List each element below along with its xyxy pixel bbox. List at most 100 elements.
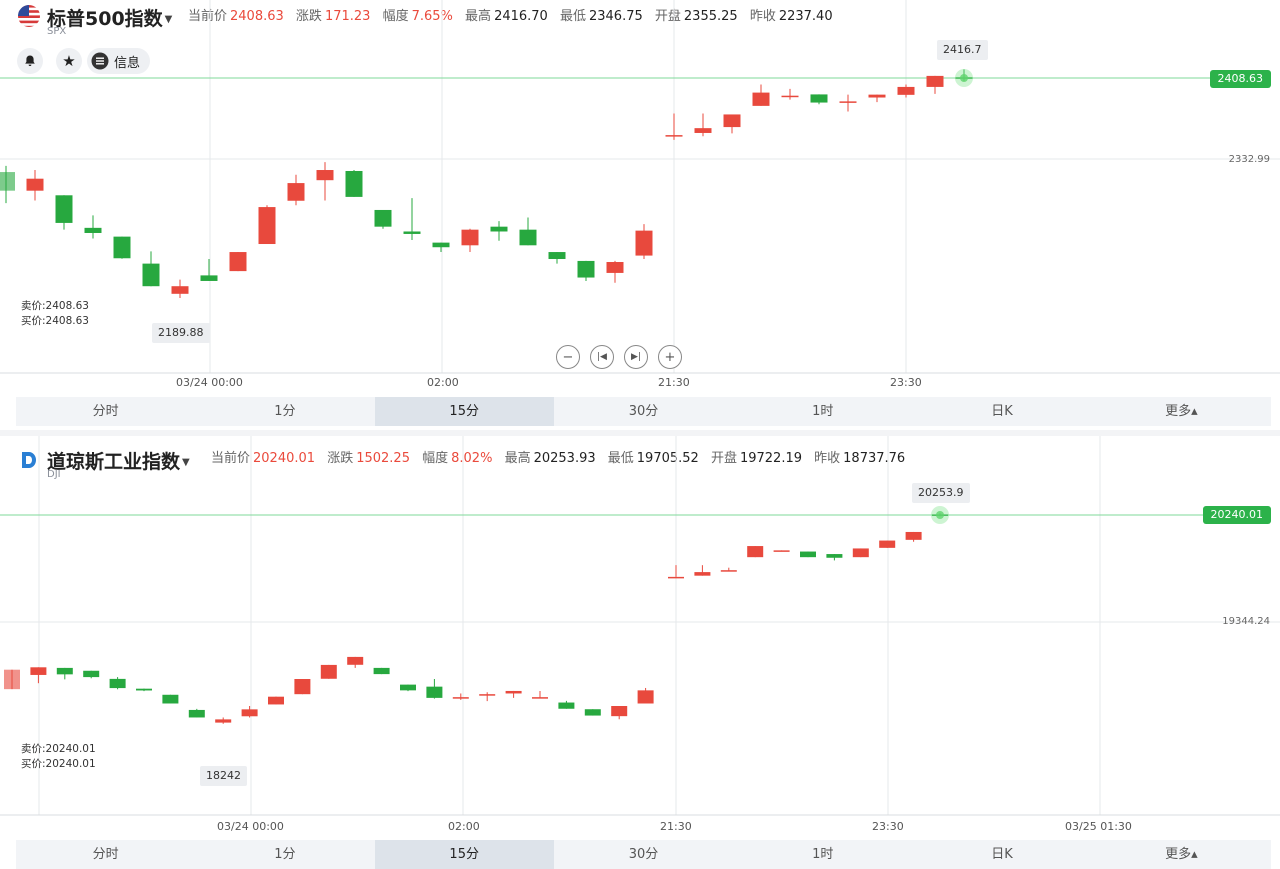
candle xyxy=(747,546,764,558)
zoom-in-button[interactable]: + xyxy=(658,345,682,369)
ask-price: 卖价:20240.01 xyxy=(21,743,96,755)
candle xyxy=(606,260,624,283)
zoom-out-button[interactable]: − xyxy=(556,345,580,369)
tab-30min[interactable]: 30分 xyxy=(628,847,659,862)
index-title[interactable]: 道琼斯工业指数 ▼ xyxy=(47,451,190,473)
candle-body xyxy=(162,694,179,704)
index-title[interactable]: 标普500指数 ▼ xyxy=(47,8,173,30)
dji-logo-icon xyxy=(22,452,36,468)
candle xyxy=(905,531,922,542)
dji-header: 道琼斯工业指数 ▼ DJI 当前价 20240.01 涨跌 1502.25 幅度 8.0… xyxy=(0,436,1280,480)
candle-body xyxy=(810,94,828,103)
candle-body xyxy=(461,229,479,246)
tab-more[interactable]: 更多▴ xyxy=(1165,847,1198,862)
candle-body xyxy=(320,664,337,679)
candle-body xyxy=(345,170,363,197)
current-price: 20240.01 xyxy=(253,451,316,466)
bid-ask-readout: 卖价:2408.63 买价:2408.63 xyxy=(21,299,89,329)
candle-body xyxy=(426,686,443,698)
candle-body xyxy=(55,195,73,223)
low-callout: 2189.88 xyxy=(152,323,210,343)
quote-stats: 当前价 20240.01 涨跌 1502.25 幅度 8.02% 最高 20253.93… xyxy=(211,451,906,466)
candle xyxy=(432,242,450,253)
go-start-button[interactable]: |◀ xyxy=(590,345,614,369)
candle xyxy=(800,551,816,558)
alert-button[interactable] xyxy=(17,48,43,74)
spx-candlestick-chart[interactable] xyxy=(0,0,1280,395)
candle-body xyxy=(548,252,566,260)
tab-15min[interactable]: 15分 xyxy=(374,840,554,869)
candle xyxy=(611,706,628,720)
candle-body xyxy=(747,546,764,558)
tab-1hour[interactable]: 1时 xyxy=(812,847,834,862)
candle-body xyxy=(403,231,421,234)
candle-body xyxy=(84,227,102,233)
info-label: 信息 xyxy=(114,55,141,71)
dji-candlestick-chart[interactable] xyxy=(0,436,1280,831)
candle xyxy=(374,209,392,229)
candle xyxy=(926,75,944,94)
menu-circle-icon xyxy=(91,52,109,70)
tab-daily[interactable]: 日K xyxy=(991,404,1013,419)
x-axis-label: 02:00 xyxy=(448,820,480,833)
day-low: 19705.52 xyxy=(636,451,699,466)
candle-body xyxy=(577,260,595,278)
candle-body xyxy=(241,709,258,717)
candle-body xyxy=(752,92,770,106)
candle-body xyxy=(926,75,944,87)
prev-close: 2237.40 xyxy=(778,9,833,24)
candle xyxy=(83,670,100,679)
candle xyxy=(113,236,131,259)
candle xyxy=(162,694,179,704)
candle xyxy=(55,195,73,230)
tab-timeshare[interactable]: 分时 xyxy=(92,404,119,419)
spx-header: 标普500指数 ▼ SPX 当前价 2408.63 涨跌 171.23 幅度 7.65%… xyxy=(0,0,1280,44)
candle-body xyxy=(136,688,152,691)
price-change: 171.23 xyxy=(324,9,371,24)
bid-price: 买价:2408.63 xyxy=(21,315,89,327)
x-axis-label: 21:30 xyxy=(660,820,692,833)
info-button[interactable]: 信息 xyxy=(87,48,150,74)
candle xyxy=(347,656,364,668)
candle xyxy=(479,692,496,702)
favorite-button[interactable]: ★ xyxy=(56,48,82,74)
candle-body xyxy=(215,719,232,723)
candle-body xyxy=(26,178,44,191)
candle-body xyxy=(879,540,896,548)
candle xyxy=(519,217,537,246)
skip-back-icon: |◀ xyxy=(597,352,607,362)
open-price: 2355.25 xyxy=(683,9,738,24)
candle xyxy=(215,717,232,724)
prev-close: 18737.76 xyxy=(843,451,906,466)
tab-30min[interactable]: 30分 xyxy=(628,404,659,419)
candle-body xyxy=(723,114,741,128)
tab-1hour[interactable]: 1时 xyxy=(812,404,834,419)
candle-body xyxy=(839,101,857,103)
tab-daily[interactable]: 日K xyxy=(991,847,1013,862)
candle-body xyxy=(0,172,15,191)
candle-body xyxy=(30,667,47,675)
candle-body xyxy=(897,86,915,95)
tab-timeshare[interactable]: 分时 xyxy=(92,847,119,862)
candle xyxy=(287,174,305,206)
low-callout: 18242 xyxy=(200,766,247,786)
candle-body xyxy=(606,262,624,273)
candle-body xyxy=(519,229,537,246)
tab-more[interactable]: 更多▴ xyxy=(1165,404,1198,419)
candle-body xyxy=(826,554,843,558)
tab-15min[interactable]: 15分 xyxy=(374,397,554,426)
tab-1min[interactable]: 1分 xyxy=(274,404,296,419)
bell-icon xyxy=(25,55,35,66)
go-end-button[interactable]: ▶| xyxy=(624,345,648,369)
tab-1min[interactable]: 1分 xyxy=(274,847,296,862)
high-callout: 20253.9 xyxy=(912,483,970,503)
candle-body xyxy=(781,95,799,98)
candle xyxy=(56,667,73,680)
candle xyxy=(897,84,915,98)
period-tabs: 分时 1分 15分 30分 1时 日K 更多▴ xyxy=(16,397,1271,426)
candle xyxy=(810,94,828,105)
live-price-dot xyxy=(936,511,944,519)
x-axis-label: 03/24 00:00 xyxy=(176,376,243,389)
candle-body xyxy=(287,183,305,201)
candle xyxy=(694,565,711,576)
